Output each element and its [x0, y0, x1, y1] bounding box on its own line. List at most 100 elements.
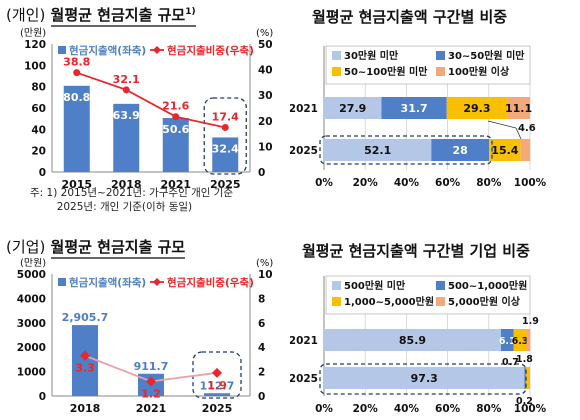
stacked-bar-segment — [324, 367, 525, 389]
legend-swatch — [436, 67, 445, 76]
y-tick-label: 100 — [24, 60, 46, 72]
legend-label: 500~1,000만원 — [448, 279, 527, 292]
y2-tick-label: 20 — [258, 116, 273, 128]
stacked-bar-segment — [525, 367, 530, 389]
stacked-bar-segment — [489, 139, 521, 161]
bar-value-label: 63.9 — [113, 109, 140, 122]
y-tick-label: 40 — [31, 124, 46, 136]
legend-swatch — [436, 297, 445, 306]
p3-title: (기업) 월평균 현금지출 규모 — [6, 236, 186, 259]
legend-swatch — [332, 297, 341, 306]
legend-label: 30만원 미만 — [344, 49, 399, 62]
y2-tick-label: 10 — [258, 141, 273, 153]
segment-value-label: 85.9 — [399, 334, 426, 347]
y-tick-label: 60 — [31, 103, 46, 115]
stacked-bar-segment — [381, 97, 447, 119]
p2-title: 월평균 현금지출액 구간별 비중 — [312, 8, 508, 26]
line-value-label: 38.8 — [63, 56, 90, 69]
callout-leader — [487, 120, 517, 129]
x-tick-label: 20% — [353, 403, 379, 415]
segment-value-label: 15.4 — [491, 144, 518, 157]
y-tick-label: 3000 — [17, 318, 46, 330]
p3-title-text: 월평균 현금지출 규모 — [50, 238, 186, 259]
bar-value-label: 32.4 — [212, 142, 239, 155]
legend-box — [325, 45, 531, 85]
x-tick-label: 2021 — [160, 178, 191, 191]
line-point — [172, 113, 180, 121]
y2-tick-label: 50 — [258, 39, 273, 51]
x-tick-label: 100% — [514, 177, 547, 189]
x-tick-label: 2018 — [111, 178, 142, 191]
y2-tick-label: 0 — [258, 391, 265, 403]
legend-swatch — [436, 281, 445, 290]
chart-personal-share: 0% 20% 40% 60% 80% 100% 30만원 미만 30~50만원 미만 50~10… — [290, 45, 547, 189]
legend-box — [325, 275, 531, 315]
legend-label-bar: 현금지출액(좌축) — [69, 276, 146, 289]
footnote: 주: 1) 2015년~2021년: 가구주인 개인 기준 2025년: 개인 … — [30, 187, 234, 213]
segment-value-label: 27.9 — [339, 102, 366, 115]
bar — [113, 103, 140, 172]
callout-leader — [515, 127, 522, 140]
line-value-label: 32.1 — [113, 73, 140, 86]
chart-business-amount: (만원) (%) 0 1000 2000 3000 4000 5000 0 2 4 6 8 10 2,905… — [17, 258, 274, 415]
y-tick-label: 20 — [31, 146, 46, 158]
segment-value-label: 28 — [453, 144, 468, 157]
callout-label: 4.6 — [518, 123, 536, 134]
y2-tick-label: 8 — [258, 293, 265, 305]
y-tick-label: 0 — [39, 167, 46, 179]
stacked-bar-segment — [520, 139, 531, 161]
x-tick-label: 100% — [514, 403, 547, 415]
stacked-bar-segment — [446, 97, 508, 119]
y-tick-label: 1000 — [17, 367, 46, 379]
x-tick-label: 0% — [315, 177, 333, 189]
legend-swatch-bar — [58, 278, 66, 286]
bar-value-label: 112.7 — [200, 379, 235, 392]
line-value-label: 1.2 — [141, 387, 161, 400]
x-tick-label: 20% — [353, 177, 379, 189]
segment-value-label: 6.1 — [499, 336, 516, 347]
x-tick-label: 2025 — [202, 402, 233, 415]
legend-swatch — [332, 67, 341, 76]
legend-label: 1,000~5,000만원 — [344, 295, 434, 308]
stacked-bar-segment — [526, 329, 531, 351]
bar — [204, 393, 230, 396]
x-tick-label: 40% — [394, 177, 420, 189]
stacked-bar-segment — [500, 329, 514, 351]
stacked-bar-segment — [324, 97, 382, 119]
stacked-bar-segment — [507, 97, 530, 119]
line-point — [221, 123, 229, 131]
y2-tick-label: 4 — [258, 342, 265, 354]
y-tick-label: 2021 — [290, 103, 318, 115]
legend-swatch-bar — [58, 46, 66, 54]
highlight-box-2025 — [319, 363, 527, 395]
p1-title-text: 월평균 현금지출 규모1) — [50, 6, 196, 27]
y-tick-label: 2021 — [290, 335, 318, 347]
bar-value-label: 80.8 — [63, 91, 90, 104]
stacked-bar-segment — [513, 329, 527, 351]
highlight-box — [203, 97, 247, 175]
line-value-label: 1.9 — [207, 379, 227, 392]
y2-tick-label: 30 — [258, 90, 273, 102]
y2-tick-label: 6 — [258, 318, 265, 330]
left-axis-unit: (만원) — [20, 258, 46, 269]
y-tick-label: 0 — [39, 391, 46, 403]
line-point — [122, 86, 130, 94]
bar — [162, 118, 189, 172]
x-tick-label: 60% — [435, 177, 461, 189]
line-point — [146, 376, 156, 387]
stacked-bar-segment — [324, 329, 501, 351]
legend-label: 5,000만원 이상 — [448, 295, 521, 308]
legend-swatch — [436, 51, 445, 60]
segment-value-label: 29.3 — [463, 102, 490, 115]
segment-value-label: 11.1 — [505, 102, 532, 115]
y2-tick-label: 2 — [258, 367, 265, 379]
y-tick-label: 120 — [24, 39, 46, 51]
p4-title: 월평균 현금지출액 구간별 기업 비중 — [302, 242, 530, 260]
x-tick-label: 2021 — [136, 402, 167, 415]
bar — [63, 85, 90, 172]
x-tick-label: 2025 — [210, 178, 241, 191]
legend-label-line: 현금지출비중(우축) — [167, 44, 254, 57]
line-value-label: 17.4 — [212, 110, 239, 123]
stacked-bar-segment — [524, 367, 526, 389]
x-tick-label: 40% — [394, 403, 420, 415]
